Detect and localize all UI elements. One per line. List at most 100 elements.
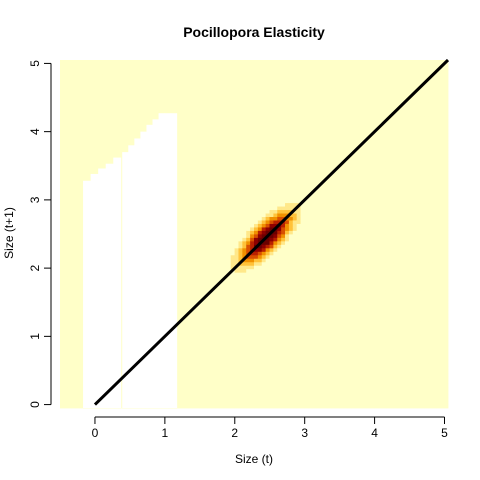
heatmap-cell xyxy=(226,265,232,270)
heatmap-cell xyxy=(199,286,204,291)
heatmap-cell xyxy=(63,369,69,374)
heatmap-cell xyxy=(230,143,235,148)
heatmap-cell xyxy=(188,147,193,151)
heatmap-cell xyxy=(203,341,208,346)
heatmap-cell xyxy=(195,209,201,214)
heatmap-cell xyxy=(191,251,197,256)
heatmap-cell xyxy=(60,254,65,259)
heatmap-cell xyxy=(203,63,208,68)
heatmap-cell xyxy=(195,362,201,367)
heatmap-cell xyxy=(226,213,232,217)
heatmap-cell xyxy=(246,366,251,371)
heatmap-cell xyxy=(188,244,193,249)
heatmap-cell xyxy=(191,401,197,405)
heatmap-cell xyxy=(63,321,69,325)
heatmap-cell xyxy=(230,126,235,130)
heatmap-cell xyxy=(102,101,107,106)
heatmap-cell xyxy=(176,268,181,273)
heatmap-cell xyxy=(79,223,84,228)
heatmap-cell xyxy=(71,129,76,134)
heatmap-cell xyxy=(246,261,251,266)
heatmap-cell xyxy=(234,268,239,273)
heatmap-cell xyxy=(219,66,224,71)
heatmap-cell xyxy=(60,352,65,357)
heatmap-cell xyxy=(67,401,73,405)
heatmap-cell xyxy=(211,94,216,99)
heatmap-cell xyxy=(63,115,69,120)
heatmap-cell xyxy=(75,334,80,339)
heatmap-cell xyxy=(222,390,228,395)
heatmap-cell xyxy=(71,101,76,106)
heatmap-cell xyxy=(207,307,212,311)
heatmap-cell xyxy=(75,296,80,301)
heatmap-cell xyxy=(207,258,212,263)
heatmap-cell xyxy=(71,282,76,287)
heatmap-cell xyxy=(67,209,73,214)
heatmap-cell xyxy=(222,324,228,329)
heatmap-cell xyxy=(180,143,185,148)
heatmap-cell xyxy=(188,230,193,235)
heatmap-cell xyxy=(191,244,197,249)
heatmap-cell xyxy=(191,153,197,158)
heatmap-cell xyxy=(199,63,204,68)
heatmap-cell xyxy=(219,254,224,259)
heatmap-cell xyxy=(91,84,96,89)
heatmap-cell xyxy=(238,192,243,197)
heatmap-cell xyxy=(234,101,239,106)
heatmap-cell xyxy=(230,387,235,391)
heatmap-cell xyxy=(75,157,80,162)
heatmap-cell xyxy=(71,314,76,318)
heatmap-cell xyxy=(226,289,232,294)
heatmap-cell xyxy=(176,192,181,197)
heatmap-cell xyxy=(71,296,76,301)
heatmap-cell xyxy=(180,383,185,388)
heatmap-cell xyxy=(222,181,228,186)
heatmap-cell xyxy=(180,150,185,155)
heatmap-cell xyxy=(188,136,193,141)
heatmap-cell xyxy=(184,251,189,256)
heatmap-cell xyxy=(250,150,255,155)
heatmap-cell xyxy=(79,383,84,388)
heatmap-cell xyxy=(79,240,84,245)
heatmap-cell xyxy=(75,258,80,263)
heatmap-cell xyxy=(176,293,181,298)
heatmap-cell xyxy=(79,387,84,391)
heatmap-cell xyxy=(94,91,100,96)
heatmap-cell xyxy=(149,91,154,96)
heatmap-cell xyxy=(238,345,243,350)
heatmap-cell xyxy=(203,60,208,64)
heatmap-cell xyxy=(199,254,204,259)
heatmap-cell xyxy=(188,220,193,224)
heatmap-cell xyxy=(191,209,197,214)
heatmap-cell xyxy=(203,314,208,318)
heatmap-cell xyxy=(149,98,154,103)
heatmap-cell xyxy=(176,394,181,398)
heatmap-cell xyxy=(199,303,204,308)
heatmap-cell xyxy=(195,91,201,96)
heatmap-cell xyxy=(238,258,243,263)
heatmap-cell xyxy=(60,268,65,273)
heatmap-cell xyxy=(219,126,224,130)
heatmap-cell xyxy=(91,77,96,82)
heatmap-cell xyxy=(207,174,212,179)
heatmap-cell xyxy=(184,199,189,204)
heatmap-cell xyxy=(195,143,201,148)
heatmap-cell xyxy=(219,327,224,332)
heatmap-cell xyxy=(71,324,76,329)
heatmap-cell xyxy=(215,348,220,353)
heatmap-cell xyxy=(195,80,201,85)
heatmap-cell xyxy=(188,401,193,405)
heatmap-cell xyxy=(63,195,69,200)
heatmap-cell xyxy=(87,63,92,68)
heatmap-cell xyxy=(63,373,69,378)
heatmap-cell xyxy=(63,126,69,130)
heatmap-cell xyxy=(230,91,235,96)
heatmap-cell xyxy=(250,115,255,120)
heatmap-cell xyxy=(79,376,84,381)
heatmap-cell xyxy=(222,133,228,137)
heatmap-cell xyxy=(238,115,243,120)
heatmap-cell xyxy=(226,98,232,103)
heatmap-cell xyxy=(94,60,100,64)
heatmap-cell xyxy=(176,359,181,364)
